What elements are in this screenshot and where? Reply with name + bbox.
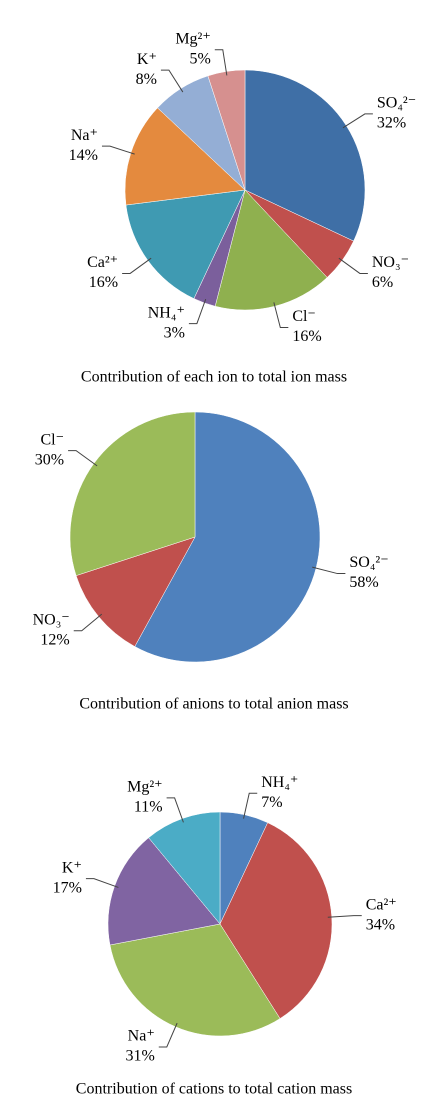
- slice-label: NH₄⁺: [148, 304, 185, 321]
- leader-line: [122, 257, 152, 274]
- slice-label: Cl⁻: [292, 308, 316, 325]
- slice-percent: 14%: [69, 147, 98, 164]
- slice-label: Ca²⁺: [87, 254, 118, 271]
- leader-line: [273, 302, 289, 329]
- slice-percent: 5%: [189, 50, 210, 67]
- slice-label: Cl⁻: [41, 431, 65, 448]
- leader-line: [101, 145, 135, 155]
- slice-percent: 7%: [261, 794, 282, 811]
- slice-percent: 11%: [134, 799, 163, 816]
- slice-percent: 17%: [53, 879, 82, 896]
- slice-label: Mg²⁺: [175, 30, 210, 47]
- slice-label: Na⁺: [71, 127, 98, 144]
- leader-line: [188, 298, 207, 325]
- leader-line: [312, 566, 346, 575]
- slice-label: NH₄⁺: [261, 774, 298, 791]
- leader-line: [160, 69, 184, 93]
- leader-line: [68, 450, 98, 467]
- slice-percent: 58%: [349, 574, 378, 591]
- slice-label: K⁺: [62, 859, 82, 876]
- leader-line: [243, 792, 258, 819]
- slice-label: NO₃⁻: [372, 254, 409, 271]
- slice-percent: 16%: [89, 274, 118, 291]
- slice-label: Ca²⁺: [366, 896, 397, 913]
- slice-label: SO₄²⁻: [377, 95, 416, 112]
- slice-percent: 32%: [377, 115, 406, 132]
- leader-line: [214, 49, 228, 76]
- leader-line: [158, 1022, 178, 1048]
- chart-title: Contribution of each ion to total ion ma…: [81, 369, 347, 386]
- slice-percent: 8%: [136, 71, 157, 88]
- leader-line: [342, 113, 373, 129]
- slice-percent: 30%: [35, 451, 64, 468]
- slice-percent: 6%: [372, 274, 393, 291]
- chart-title: Contribution of cations to total cation …: [76, 1081, 352, 1098]
- slice-percent: 3%: [164, 324, 185, 341]
- leader-line: [166, 797, 184, 823]
- chart-title: Contribution of anions to total anion ma…: [79, 696, 348, 713]
- leader-line: [73, 613, 103, 632]
- leader-line: [338, 257, 368, 274]
- slice-percent: 31%: [125, 1048, 154, 1065]
- slice-label: Na⁺: [128, 1028, 155, 1045]
- slice-label: K⁺: [137, 51, 157, 68]
- leader-line: [85, 878, 119, 888]
- leader-line: [327, 915, 362, 918]
- slice-percent: 16%: [292, 328, 321, 345]
- slice-percent: 12%: [40, 631, 69, 648]
- slice-percent: 34%: [366, 916, 395, 933]
- slice-label: SO₄²⁻: [349, 554, 388, 571]
- slice-label: NO₃⁻: [33, 611, 70, 628]
- slice-label: Mg²⁺: [127, 779, 162, 796]
